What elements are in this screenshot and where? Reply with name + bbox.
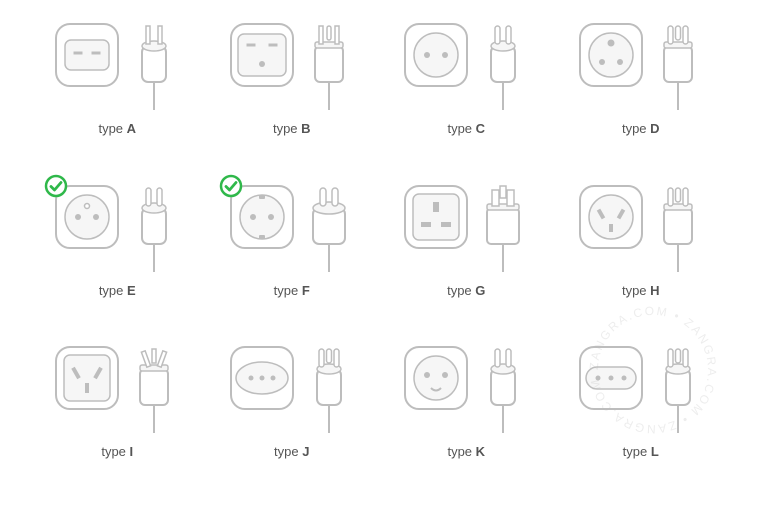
plug-type-label: type G	[447, 283, 485, 298]
plug-icon	[301, 343, 357, 438]
socket-icon	[401, 182, 471, 257]
plug-cell-g: type G	[389, 182, 544, 324]
plug-icon	[126, 343, 182, 438]
socket-icon	[52, 343, 122, 418]
socket-icon	[401, 343, 471, 418]
plug-pair	[227, 20, 357, 115]
plug-cell-c: type C	[389, 20, 544, 162]
plug-icon	[126, 20, 182, 115]
plug-pair	[576, 20, 706, 115]
plug-icon	[475, 20, 531, 115]
plug-pair	[52, 20, 182, 115]
plug-pair	[401, 20, 531, 115]
plug-pair	[52, 343, 182, 438]
plug-icon	[475, 182, 531, 277]
plug-type-label: type H	[622, 283, 660, 298]
plug-cell-k: type K	[389, 343, 544, 485]
check-icon	[44, 174, 68, 198]
plug-pair	[227, 182, 357, 277]
plug-type-label: type K	[447, 444, 485, 459]
plug-type-label: type L	[623, 444, 659, 459]
socket-icon	[52, 20, 122, 95]
plug-icon	[650, 343, 706, 438]
check-icon	[219, 174, 243, 198]
plug-cell-d: type D	[564, 20, 719, 162]
plug-cell-h: type H	[564, 182, 719, 324]
plug-pair	[52, 182, 182, 277]
plug-pair	[227, 343, 357, 438]
plug-icon	[126, 182, 182, 277]
socket-icon	[576, 182, 646, 257]
plug-cell-i: type I	[40, 343, 195, 485]
plug-type-label: type J	[274, 444, 309, 459]
plug-pair	[576, 182, 706, 277]
plug-type-label: type A	[98, 121, 136, 136]
plug-icon	[301, 182, 357, 277]
socket-icon	[227, 20, 297, 95]
socket-icon	[576, 20, 646, 95]
socket-icon	[576, 343, 646, 418]
plug-pair	[401, 182, 531, 277]
plug-pair	[401, 343, 531, 438]
socket-icon	[401, 20, 471, 95]
plug-icon	[301, 20, 357, 115]
plug-type-label: type I	[101, 444, 133, 459]
plug-cell-a: type A	[40, 20, 195, 162]
plug-cell-j: type J	[215, 343, 370, 485]
plug-icon	[650, 182, 706, 277]
plug-type-label: type F	[274, 283, 310, 298]
plug-type-grid: type A type B type C type D type E type F ty…	[0, 0, 758, 505]
plug-icon	[475, 343, 531, 438]
plug-type-label: type C	[447, 121, 485, 136]
socket-icon	[227, 343, 297, 418]
plug-cell-f: type F	[215, 182, 370, 324]
plug-pair	[576, 343, 706, 438]
plug-cell-l: type L	[564, 343, 719, 485]
plug-type-label: type D	[622, 121, 660, 136]
plug-type-label: type E	[99, 283, 136, 298]
plug-cell-e: type E	[40, 182, 195, 324]
plug-type-label: type B	[273, 121, 311, 136]
plug-cell-b: type B	[215, 20, 370, 162]
plug-icon	[650, 20, 706, 115]
